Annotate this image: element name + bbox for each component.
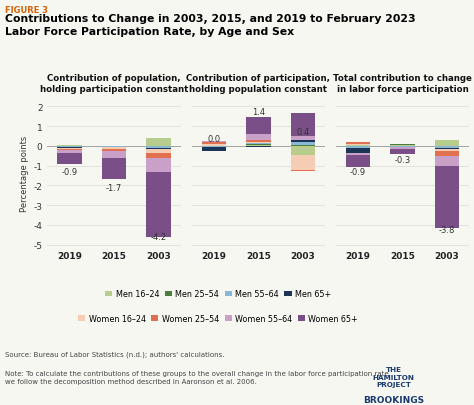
Text: -0.3: -0.3 — [394, 156, 410, 165]
Bar — [57, 150, 82, 151]
Bar — [291, 113, 315, 137]
Text: Source: Bureau of Labor Statistics (n.d.); authors' calculations.: Source: Bureau of Labor Statistics (n.d.… — [5, 350, 224, 357]
Text: -3.8: -3.8 — [439, 225, 455, 234]
Bar — [291, 147, 315, 156]
Bar — [146, 138, 171, 147]
Bar — [291, 137, 315, 141]
Text: -0.9: -0.9 — [62, 168, 78, 177]
Bar — [102, 147, 127, 148]
Bar — [346, 149, 370, 154]
Bar — [291, 170, 315, 172]
Bar — [102, 151, 127, 158]
Bar — [291, 145, 315, 147]
Bar — [246, 135, 271, 141]
Bar — [435, 141, 459, 147]
Bar — [246, 145, 271, 146]
Bar — [102, 158, 127, 180]
Bar — [435, 147, 459, 149]
Text: BROOKINGS: BROOKINGS — [363, 395, 424, 404]
Bar — [146, 173, 171, 238]
Bar — [57, 153, 82, 165]
Bar — [246, 141, 271, 143]
Bar — [146, 147, 171, 149]
Text: 1.4: 1.4 — [252, 108, 265, 117]
Bar — [201, 142, 226, 145]
Legend: Men 16–24, Men 25–54, Men 55–64, Men 65+: Men 16–24, Men 25–54, Men 55–64, Men 65+ — [102, 286, 334, 302]
Bar — [57, 147, 82, 149]
Text: Note: To calculate the contributions of these groups to the overall change in th: Note: To calculate the contributions of … — [5, 371, 391, 384]
Bar — [390, 150, 415, 155]
Bar — [390, 148, 415, 150]
Bar — [102, 150, 127, 151]
Bar — [435, 166, 459, 228]
Bar — [390, 145, 415, 146]
Bar — [435, 151, 459, 157]
Bar — [291, 143, 315, 145]
Bar — [291, 141, 315, 143]
Text: FIGURE 3: FIGURE 3 — [5, 6, 48, 15]
Text: Contributions to Change in 2003, 2015, and 2019 to February 2023
Labor Force Par: Contributions to Change in 2003, 2015, a… — [5, 14, 415, 37]
Bar — [246, 144, 271, 145]
Bar — [146, 149, 171, 150]
Bar — [291, 156, 315, 170]
Text: 0.0: 0.0 — [207, 135, 220, 144]
Title: Contribution of population,
holding participation constant: Contribution of population, holding part… — [40, 74, 188, 94]
Bar — [57, 149, 82, 150]
Bar — [102, 148, 127, 150]
Bar — [146, 159, 171, 173]
Legend: Women 16–24, Women 25–54, Women 55–64, Women 65+: Women 16–24, Women 25–54, Women 55–64, W… — [75, 311, 361, 326]
Bar — [201, 145, 226, 147]
Text: -0.9: -0.9 — [350, 168, 366, 177]
Bar — [246, 118, 271, 135]
Bar — [57, 151, 82, 153]
Text: THE
HAMILTON
PROJECT: THE HAMILTON PROJECT — [373, 367, 414, 387]
Bar — [390, 147, 415, 148]
Title: Total contribution to change
in labor force participation: Total contribution to change in labor fo… — [333, 74, 472, 94]
Bar — [346, 143, 370, 145]
Title: Contribution of participation,
holding population constant: Contribution of participation, holding p… — [186, 74, 330, 94]
Bar — [246, 143, 271, 144]
Bar — [435, 157, 459, 166]
Bar — [201, 141, 226, 142]
Bar — [201, 147, 226, 152]
Bar — [146, 153, 171, 159]
Bar — [346, 147, 370, 149]
Bar — [346, 154, 370, 156]
Y-axis label: Percentage points: Percentage points — [20, 135, 29, 211]
Text: -4.2: -4.2 — [151, 233, 167, 242]
Bar — [435, 149, 459, 151]
Text: 0.4: 0.4 — [296, 127, 310, 136]
Bar — [146, 150, 171, 153]
Text: -1.7: -1.7 — [106, 183, 122, 192]
Bar — [346, 145, 370, 146]
Bar — [346, 156, 370, 168]
